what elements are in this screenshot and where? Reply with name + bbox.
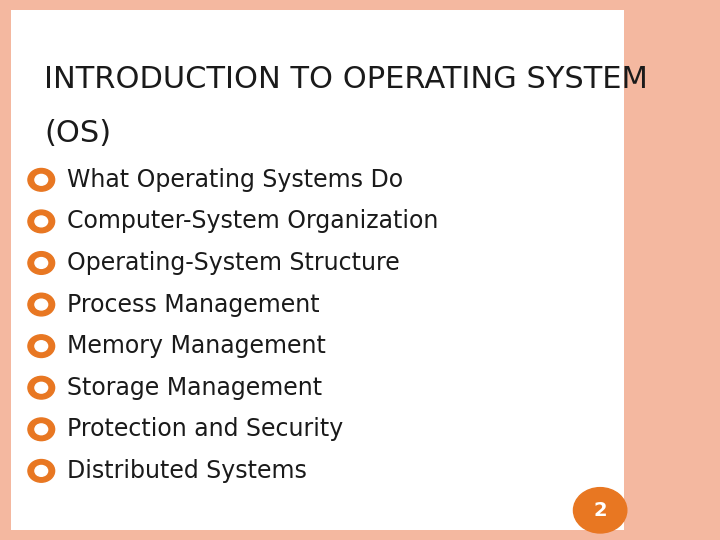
Text: What Operating Systems Do: What Operating Systems Do [67,168,402,192]
Text: Distributed Systems: Distributed Systems [67,459,307,483]
Text: 2: 2 [593,501,607,520]
Circle shape [35,258,48,268]
Text: Protection and Security: Protection and Security [67,417,343,441]
Circle shape [28,252,55,274]
Circle shape [573,488,627,533]
Circle shape [28,460,55,482]
Circle shape [28,418,55,441]
Text: (OS): (OS) [45,119,112,148]
Circle shape [35,299,48,310]
Text: Memory Management: Memory Management [67,334,325,358]
Circle shape [28,376,55,399]
Circle shape [35,216,48,227]
Circle shape [35,174,48,185]
Circle shape [35,465,48,476]
Circle shape [35,382,48,393]
Text: INTRODUCTION TO OPERATING SYSTEM: INTRODUCTION TO OPERATING SYSTEM [45,65,648,94]
Text: Operating-System Structure: Operating-System Structure [67,251,400,275]
FancyBboxPatch shape [12,10,624,530]
Circle shape [28,293,55,316]
Text: Computer-System Organization: Computer-System Organization [67,210,438,233]
Circle shape [28,168,55,191]
Circle shape [35,424,48,435]
Circle shape [28,335,55,357]
Text: Process Management: Process Management [67,293,319,316]
Circle shape [35,341,48,352]
Text: Storage Management: Storage Management [67,376,322,400]
Circle shape [28,210,55,233]
